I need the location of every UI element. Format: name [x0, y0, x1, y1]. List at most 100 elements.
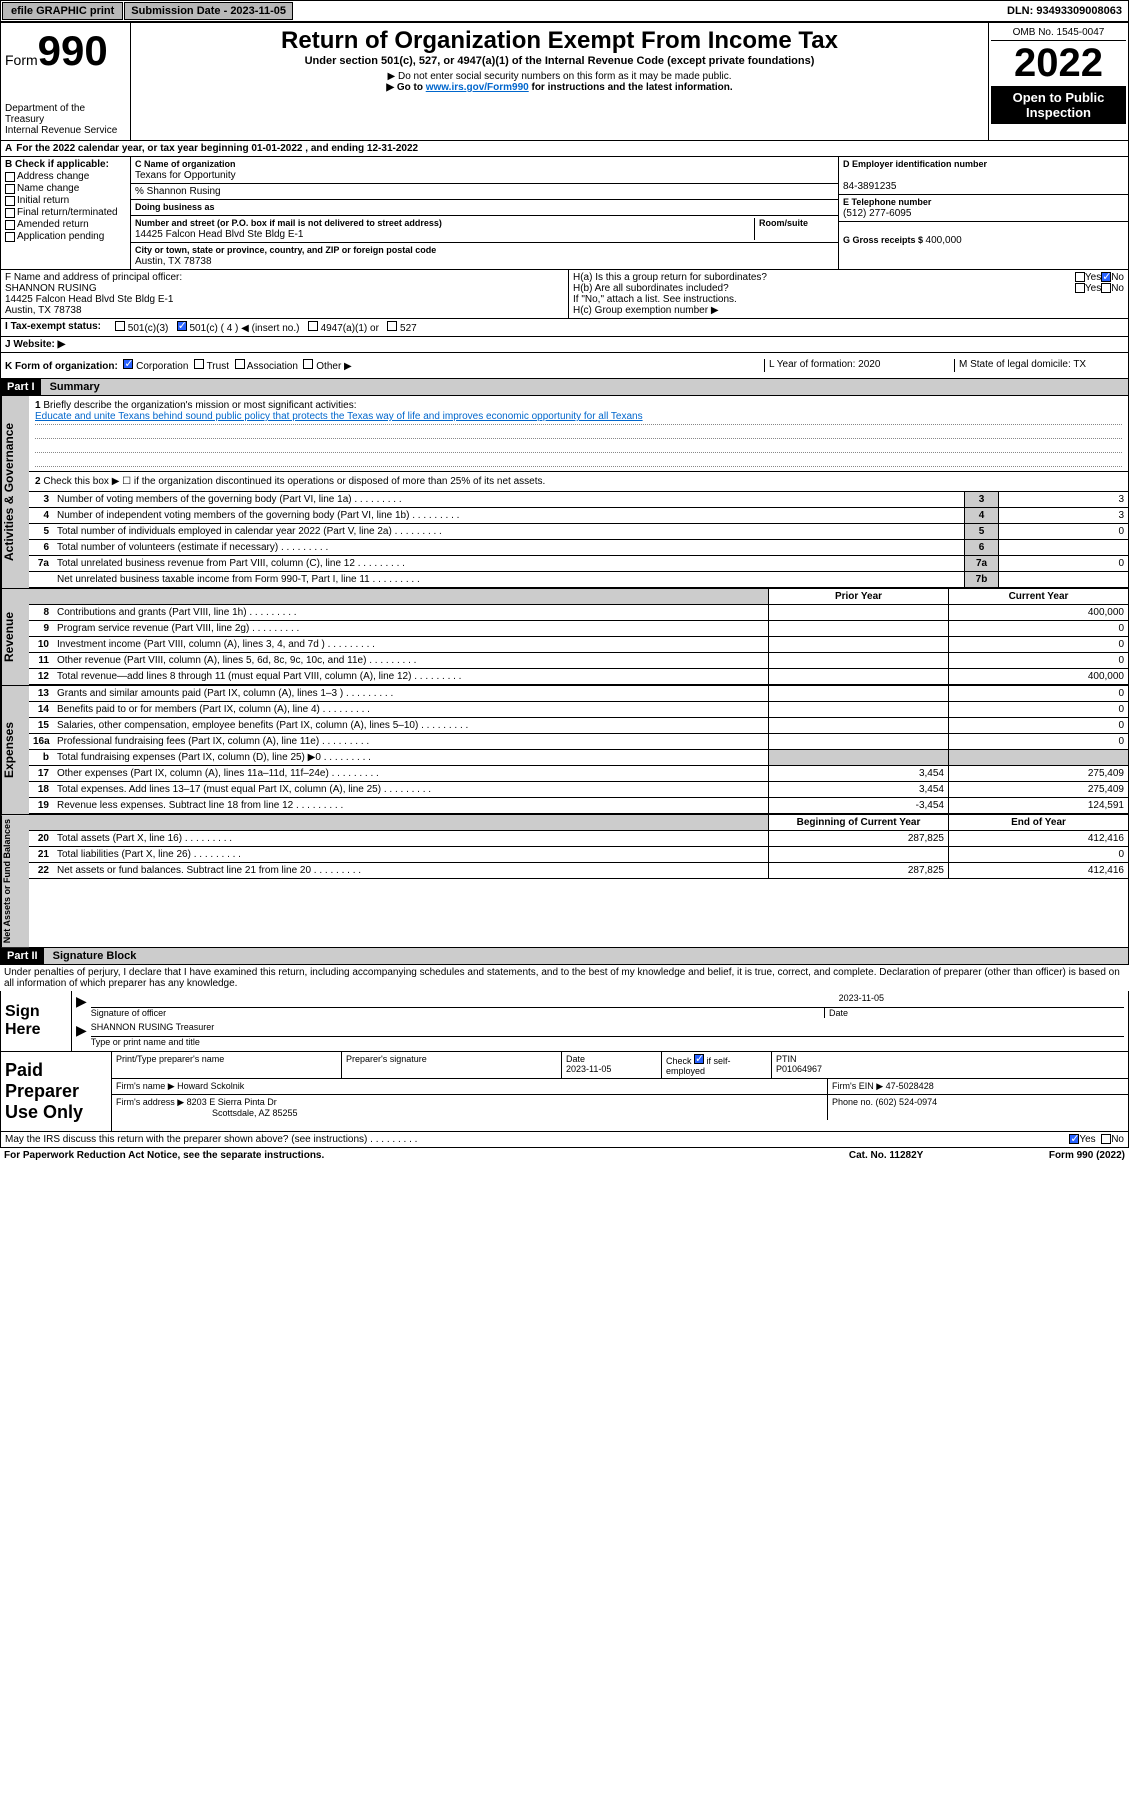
current-val: 412,416 — [948, 831, 1128, 846]
line-desc: Net unrelated business taxable income fr… — [53, 572, 964, 587]
e-label: E Telephone number — [843, 197, 931, 207]
form-footer: Form 990 (2022) — [1049, 1150, 1125, 1161]
arrow-icon-2: ▶ — [76, 1022, 87, 1047]
subtitle-2: ▶ Do not enter social security numbers o… — [135, 71, 984, 82]
q1-label: Briefly describe the organization's miss… — [43, 400, 356, 411]
line-desc: Number of independent voting members of … — [53, 508, 964, 523]
line-box: 6 — [964, 540, 998, 555]
line-num: 3 — [29, 492, 53, 507]
discuss-no-checkbox[interactable] — [1101, 1134, 1111, 1144]
line-a: A For the 2022 calendar year, or tax yea… — [0, 141, 1129, 157]
line-num: 4 — [29, 508, 53, 523]
checkbox[interactable] — [5, 184, 15, 194]
paid-preparer-block: Paid Preparer Use Only Print/Type prepar… — [0, 1052, 1129, 1132]
firm-name-label: Firm's name ▶ — [116, 1081, 175, 1091]
corp-checkbox[interactable] — [123, 359, 133, 369]
opt-4947: 4947(a)(1) or — [321, 323, 379, 334]
checkbox[interactable] — [5, 172, 15, 182]
part2-badge: Part II — [1, 948, 44, 964]
527-checkbox[interactable] — [387, 321, 397, 331]
current-val: 0 — [948, 718, 1128, 733]
part1-title: Summary — [44, 379, 106, 395]
prep-date-value: 2023-11-05 — [566, 1064, 611, 1074]
prior-val — [768, 669, 948, 684]
line-desc: Program service revenue (Part VIII, line… — [53, 621, 768, 636]
subtitle-1: Under section 501(c), 527, or 4947(a)(1)… — [135, 55, 984, 67]
firm-name-value: Howard Sckolnik — [177, 1081, 244, 1091]
current-val: 412,416 — [948, 863, 1128, 878]
irs-link[interactable]: www.irs.gov/Form990 — [426, 82, 529, 93]
checkbox-label: Application pending — [17, 231, 104, 242]
checkbox[interactable] — [5, 232, 15, 242]
checkbox[interactable] — [5, 220, 15, 230]
prior-val — [768, 621, 948, 636]
prior-val — [768, 718, 948, 733]
line-desc: Salaries, other compensation, employee b… — [53, 718, 768, 733]
street-value: 14425 Falcon Head Blvd Ste Bldg E-1 — [135, 229, 303, 240]
room-label: Room/suite — [759, 218, 808, 228]
prior-val: 3,454 — [768, 766, 948, 781]
assoc-checkbox[interactable] — [235, 359, 245, 369]
current-year-hdr: Current Year — [948, 589, 1128, 604]
prior-val — [768, 734, 948, 749]
cell-gray — [768, 750, 948, 765]
line-val — [998, 540, 1128, 555]
k-label: K Form of organization: — [5, 361, 118, 372]
line-val: 3 — [998, 492, 1128, 507]
paperwork-notice: For Paperwork Reduction Act Notice, see … — [4, 1150, 849, 1161]
discuss-yes-checkbox[interactable] — [1069, 1134, 1079, 1144]
current-val: 0 — [948, 686, 1128, 701]
501c3-checkbox[interactable] — [115, 321, 125, 331]
hb-yes-checkbox[interactable] — [1075, 283, 1085, 293]
line-num: 17 — [29, 766, 53, 781]
revenue-section: Revenue Prior YearCurrent Year 8Contribu… — [0, 589, 1129, 686]
checkbox-label: Name change — [17, 183, 79, 194]
ha-label: H(a) Is this a group return for subordin… — [573, 272, 1075, 283]
mission-blank-2 — [35, 439, 1122, 453]
line-num: 18 — [29, 782, 53, 797]
discuss-no: No — [1111, 1134, 1124, 1145]
row-k: K Form of organization: Corporation Trus… — [0, 353, 1129, 379]
officer-addr1: 14425 Falcon Head Blvd Ste Bldg E-1 — [5, 294, 564, 305]
hb-no-checkbox[interactable] — [1101, 283, 1111, 293]
tax-year: 2022 — [991, 41, 1126, 86]
ha-yes-checkbox[interactable] — [1075, 272, 1085, 282]
firm-phone-label: Phone no. — [832, 1097, 876, 1107]
mission-blank-1 — [35, 425, 1122, 439]
current-val: 0 — [948, 637, 1128, 652]
other-checkbox[interactable] — [303, 359, 313, 369]
4947-checkbox[interactable] — [308, 321, 318, 331]
firm-addr1: 8203 E Sierra Pinta Dr — [187, 1097, 277, 1107]
efile-print-button[interactable]: efile GRAPHIC print — [2, 2, 123, 20]
part2-title: Signature Block — [47, 948, 143, 964]
line-val: 0 — [998, 556, 1128, 571]
line-num: 13 — [29, 686, 53, 701]
line-desc: Contributions and grants (Part VIII, lin… — [53, 605, 768, 620]
self-emp-checkbox[interactable] — [694, 1054, 704, 1064]
row-j: J Website: ▶ — [0, 337, 1129, 353]
opt-corp: Corporation — [136, 361, 188, 372]
checkbox[interactable] — [5, 196, 15, 206]
vtab-expenses: Expenses — [1, 686, 29, 814]
trust-checkbox[interactable] — [194, 359, 204, 369]
line-desc: Benefits paid to or for members (Part IX… — [53, 702, 768, 717]
opt-527: 527 — [400, 323, 417, 334]
arrow-icon: ▶ — [76, 993, 87, 1018]
current-val: 0 — [948, 653, 1128, 668]
line-num: 6 — [29, 540, 53, 555]
prior-val: -3,454 — [768, 798, 948, 813]
expenses-section: Expenses 13Grants and similar amounts pa… — [0, 686, 1129, 815]
officer-name: SHANNON RUSING — [5, 283, 564, 294]
current-val: 0 — [948, 734, 1128, 749]
checkbox[interactable] — [5, 208, 15, 218]
submission-date-label: Submission Date - 2023-11-05 — [124, 2, 293, 20]
ha-no-checkbox[interactable] — [1101, 272, 1111, 282]
sig-date: 2023-11-05 — [91, 993, 1124, 1007]
opt-assoc: Association — [247, 361, 298, 372]
part1-header: Part I Summary — [0, 379, 1129, 396]
tax-exempt-label: Tax-exempt status: — [11, 321, 101, 332]
501c-checkbox[interactable] — [177, 321, 187, 331]
firm-addr-label: Firm's address ▶ — [116, 1097, 184, 1107]
line-box: 7b — [964, 572, 998, 587]
perjury-statement: Under penalties of perjury, I declare th… — [0, 965, 1129, 991]
